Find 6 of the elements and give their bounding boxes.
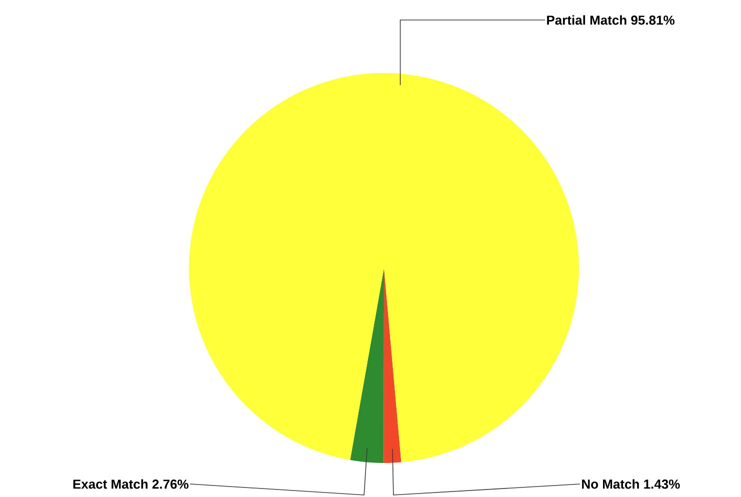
slice-label: Exact Match — [73, 479, 148, 489]
data-label: 1.43% — [644, 480, 680, 489]
slice-label: No Match — [582, 479, 639, 489]
slice-label: Partial Match — [547, 15, 626, 25]
data-label: 95.81% — [631, 16, 674, 25]
data-label: 2.76% — [152, 480, 188, 489]
